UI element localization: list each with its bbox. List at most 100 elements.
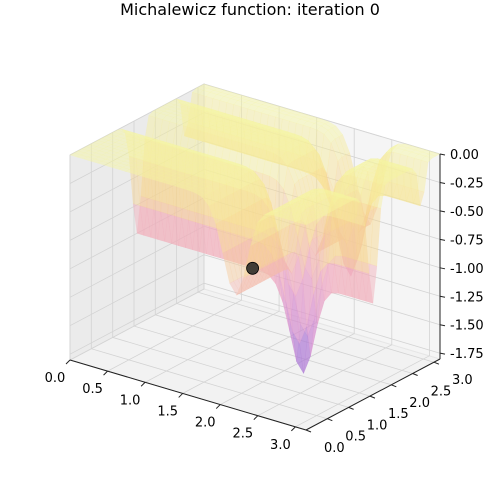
- surface-facet: [267, 139, 280, 145]
- surface-facet: [328, 197, 340, 265]
- surface-facet: [310, 171, 322, 204]
- surface-facet: [264, 114, 276, 148]
- z-grid-line: [69, 168, 441, 241]
- surface-facet: [134, 152, 147, 158]
- surface-facet: [191, 185, 204, 191]
- surface-facet: [334, 263, 346, 296]
- surface-facet: [372, 155, 384, 184]
- surface-facet: [306, 294, 318, 357]
- surface-facet: [379, 147, 391, 161]
- surface-facet: [215, 159, 227, 186]
- surface-facet: [354, 215, 366, 263]
- surface-facet: [295, 216, 308, 222]
- y-grid-line: [197, 87, 435, 363]
- surface-facet: [253, 142, 265, 159]
- surface-facet: [106, 144, 119, 149]
- surface-facet: [393, 147, 405, 155]
- surface-facet: [183, 121, 195, 129]
- surface-facet: [282, 222, 295, 258]
- surface-facet: [171, 150, 184, 155]
- surface-facet: [336, 220, 349, 265]
- surface-facet: [162, 160, 175, 166]
- surface-facet: [240, 125, 253, 130]
- surface-facet: [281, 254, 293, 332]
- surface-facet: [289, 133, 302, 139]
- surface-facet: [111, 165, 124, 170]
- surface-facet: [417, 159, 429, 193]
- surface-facet: [234, 163, 247, 168]
- surface-facet: [329, 190, 342, 235]
- surface-facet: [150, 166, 163, 172]
- surface-facet: [181, 104, 194, 110]
- x-grid-line: [257, 139, 393, 417]
- surface-facet: [305, 199, 318, 205]
- surface-facet: [209, 112, 222, 118]
- surface-facet: [321, 191, 334, 197]
- surface-facet: [110, 142, 123, 147]
- surface-facet: [252, 141, 265, 149]
- surface-facet: [259, 179, 272, 203]
- surface-facet: [260, 144, 272, 161]
- surface-facet: [292, 114, 305, 120]
- surface-facet: [224, 133, 237, 141]
- surface-facet: [314, 169, 326, 202]
- surface-facet: [374, 163, 386, 197]
- surface-facet: [306, 216, 319, 222]
- surface-facet: [333, 161, 346, 221]
- surface-facet: [389, 172, 402, 178]
- surface-facet: [184, 108, 197, 114]
- surface-facet: [269, 209, 282, 236]
- surface-facet: [261, 108, 273, 116]
- surface-facet: [281, 144, 293, 152]
- surface-facet: [319, 192, 331, 217]
- surface-facet: [215, 121, 228, 126]
- surface-facet: [259, 143, 272, 151]
- x-tick-mark: [103, 370, 108, 376]
- surface-facet: [182, 173, 195, 178]
- surface-facet: [215, 221, 227, 254]
- surface-facet: [304, 140, 316, 152]
- surface-facet: [330, 225, 343, 246]
- surface-facet: [278, 118, 290, 152]
- surface-facet: [154, 164, 167, 170]
- surface-facet: [194, 166, 207, 172]
- surface-facet: [263, 212, 276, 216]
- surface-facet: [245, 272, 257, 288]
- surface-facet: [282, 108, 295, 114]
- surface-facet: [240, 186, 252, 208]
- surface-facet: [337, 193, 350, 229]
- surface-facet: [112, 129, 125, 135]
- surface-facet: [288, 152, 300, 170]
- surface-facet: [207, 177, 220, 183]
- x-tick-label: 0.0: [45, 371, 66, 386]
- surface-facet: [335, 198, 347, 257]
- surface-facet: [323, 215, 335, 264]
- surface-facet: [112, 152, 125, 158]
- surface-facet: [261, 214, 274, 241]
- surface-facet: [327, 199, 340, 205]
- surface-facet: [142, 148, 155, 153]
- x-grid-line: [182, 117, 318, 394]
- surface-facet: [261, 229, 274, 263]
- surface-facet: [297, 213, 309, 267]
- surface-facet: [308, 203, 321, 209]
- z-tick-label: -1.25: [450, 290, 484, 305]
- surface-facet: [282, 265, 294, 332]
- y-tick-mark: [348, 406, 354, 410]
- surface-facet: [337, 199, 350, 205]
- surface-facet: [213, 218, 225, 259]
- surface-facet: [347, 164, 360, 175]
- surface-facet: [241, 144, 254, 170]
- surface-facet: [196, 104, 209, 113]
- surface-facet: [317, 193, 330, 199]
- surface-facet: [266, 125, 279, 133]
- surface-facet: [373, 158, 386, 163]
- surface-facet: [265, 129, 278, 134]
- surface-facet: [212, 94, 225, 101]
- surface-facet: [229, 125, 242, 130]
- surface-facet: [226, 184, 238, 235]
- surface-facet: [109, 154, 122, 160]
- surface-facet: [163, 166, 175, 217]
- surface-facet: [283, 165, 295, 209]
- surface-facet: [169, 117, 181, 124]
